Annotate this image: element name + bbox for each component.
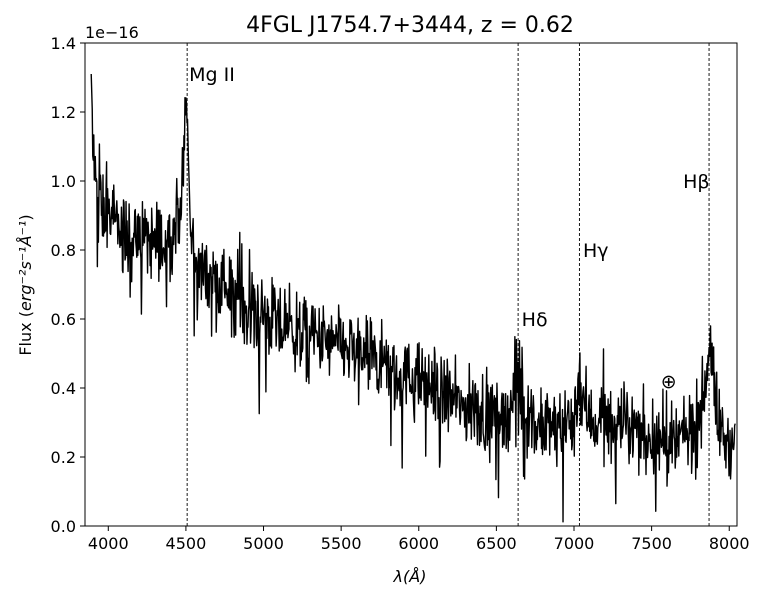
x-tick-label: 6500 <box>476 534 517 553</box>
spectrum-series-line <box>90 73 736 523</box>
y-tick-label: 1.0 <box>51 172 76 191</box>
y-tick-label: 0.8 <box>51 241 76 260</box>
y-offset-label: 1e−16 <box>85 23 139 42</box>
x-tick-label: 7000 <box>554 534 595 553</box>
y-tick-label: 0.2 <box>51 448 76 467</box>
y-axis-label-suffix: ) <box>16 214 35 220</box>
y-tick-label: 0.4 <box>51 379 76 398</box>
y-axis-label-units: erg⁻²s⁻¹Å⁻¹ <box>16 221 35 311</box>
spectral-line-label-h-gamma: Hγ <box>583 240 609 262</box>
y-tick-label: 0.0 <box>51 517 76 536</box>
y-axis-label-prefix: Flux ( <box>16 311 35 356</box>
plot-frame <box>84 42 738 527</box>
y-tick-label: 1.2 <box>51 103 76 122</box>
telluric-marker: ⊕ <box>661 371 677 393</box>
spectral-line-label-mg-ii: Mg II <box>189 64 235 86</box>
spectral-line-label-h-delta: Hδ <box>522 309 548 331</box>
x-tick-label: 8000 <box>709 534 750 553</box>
y-tick-label: 1.4 <box>51 34 76 53</box>
chart-title: 4FGL J1754.7+3444, z = 0.62 <box>246 13 574 38</box>
x-tick-label: 5000 <box>243 534 284 553</box>
x-tick-label: 7500 <box>631 534 672 553</box>
x-tick-label: 4000 <box>88 534 129 553</box>
x-axis-label: λ(Å) <box>393 567 427 586</box>
plot-area: 4000 4500 5000 5500 6000 6500 7000 7500 8000 0.0 0… <box>51 34 750 553</box>
y-tick-label: 0.6 <box>51 310 76 329</box>
x-tick-label: 6000 <box>398 534 439 553</box>
x-tick-label: 5500 <box>321 534 362 553</box>
y-axis-label: Flux (erg⁻²s⁻¹Å⁻¹) <box>16 214 35 355</box>
x-tick-label: 4500 <box>166 534 207 553</box>
spectral-line-label-h-beta: Hβ <box>683 171 709 193</box>
